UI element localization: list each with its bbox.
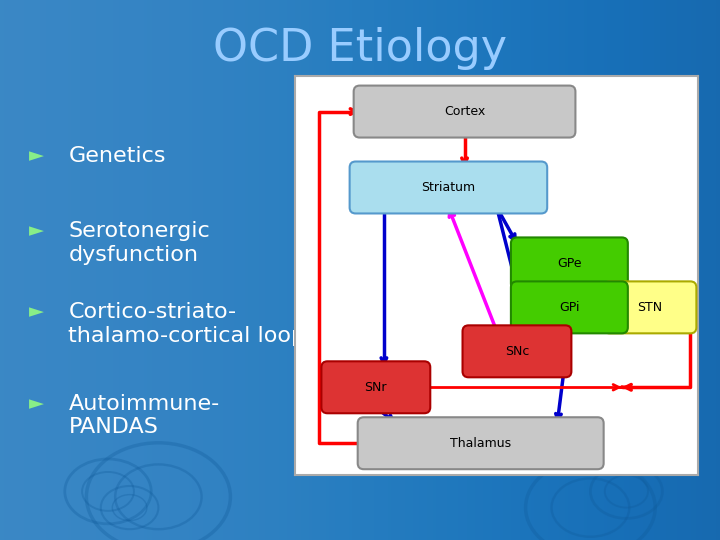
Text: SNc: SNc <box>505 345 529 358</box>
Text: ►: ► <box>29 394 44 413</box>
Text: SNr: SNr <box>364 381 387 394</box>
Text: OCD Etiology: OCD Etiology <box>213 27 507 70</box>
FancyBboxPatch shape <box>350 161 547 213</box>
Text: Striatum: Striatum <box>421 181 475 194</box>
FancyBboxPatch shape <box>462 325 572 377</box>
Text: Thalamus: Thalamus <box>450 437 511 450</box>
FancyBboxPatch shape <box>321 361 431 413</box>
FancyBboxPatch shape <box>511 238 628 289</box>
Text: Cortico-striato-
thalamo-cortical loop: Cortico-striato- thalamo-cortical loop <box>68 302 305 346</box>
Text: STN: STN <box>637 301 662 314</box>
FancyBboxPatch shape <box>603 281 696 333</box>
FancyBboxPatch shape <box>354 85 575 138</box>
Text: ►: ► <box>29 221 44 240</box>
Text: Autoimmune-
PANDAS: Autoimmune- PANDAS <box>68 394 220 437</box>
Text: GPe: GPe <box>557 257 582 270</box>
Text: ►: ► <box>29 302 44 321</box>
Text: Serotonergic
dysfunction: Serotonergic dysfunction <box>68 221 210 265</box>
Text: Cortex: Cortex <box>444 105 485 118</box>
Text: GPi: GPi <box>559 301 580 314</box>
Text: Genetics: Genetics <box>68 146 166 166</box>
FancyBboxPatch shape <box>358 417 603 469</box>
Text: ►: ► <box>29 146 44 165</box>
FancyBboxPatch shape <box>511 281 628 333</box>
